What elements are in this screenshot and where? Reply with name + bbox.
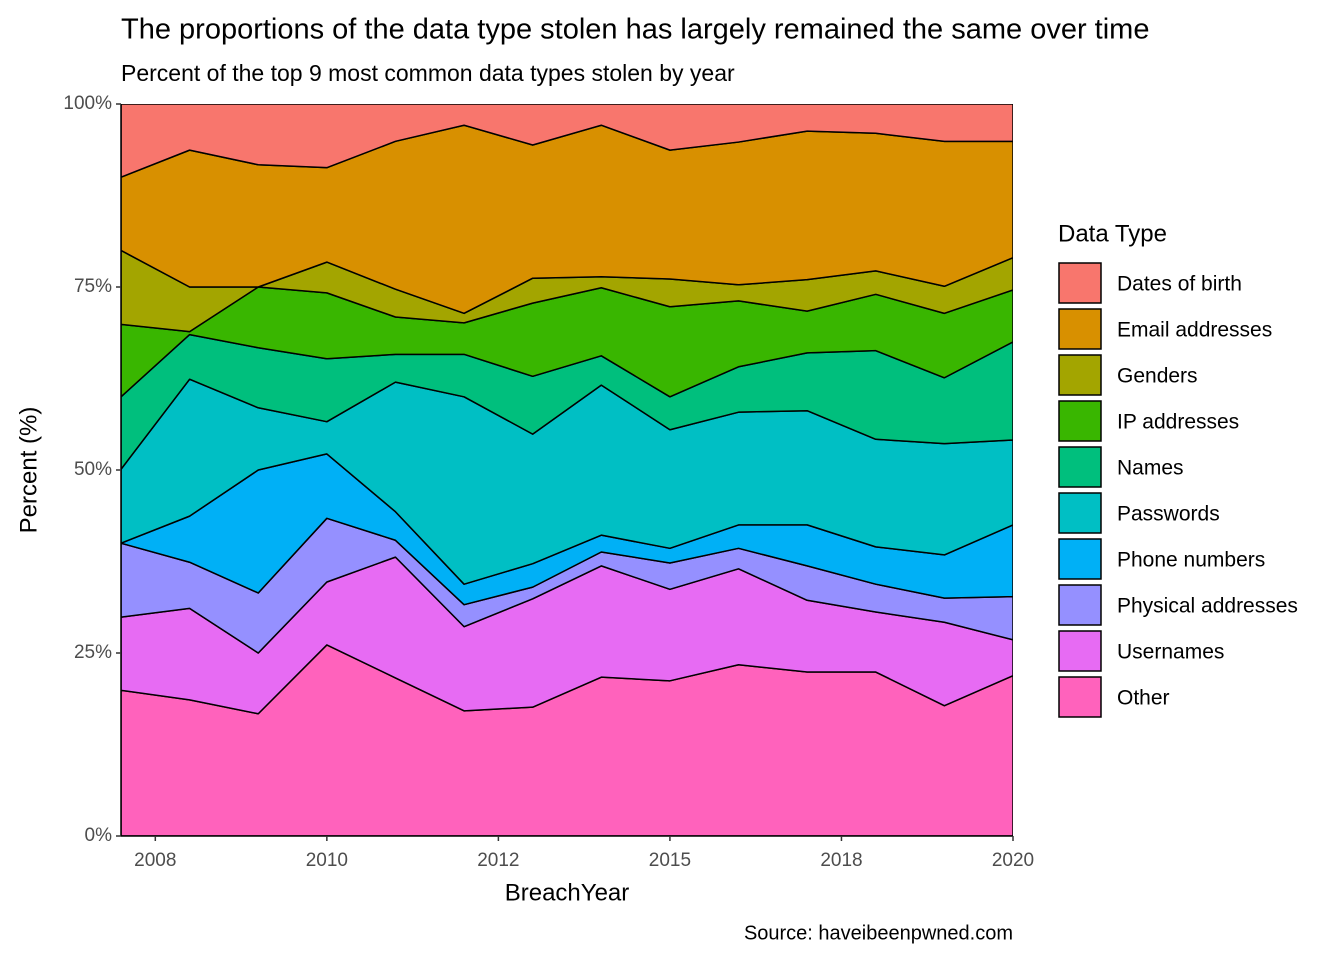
legend-title: Data Type — [1058, 220, 1167, 247]
legend-label: Genders — [1117, 365, 1198, 388]
legend-label: Usernames — [1117, 641, 1224, 664]
x-tick-label: 2012 — [477, 850, 519, 871]
y-tick-label: 25% — [74, 642, 112, 663]
legend-key — [1058, 676, 1102, 718]
y-tick-label: 50% — [74, 459, 112, 480]
legend-key — [1058, 492, 1102, 534]
legend-key — [1058, 630, 1102, 672]
x-tick-label: 2018 — [820, 850, 862, 871]
y-tick-label: 0% — [85, 825, 113, 846]
legend-key — [1058, 308, 1102, 350]
x-tick-label: 2008 — [134, 850, 176, 871]
legend-key — [1058, 446, 1102, 488]
plot-area — [121, 104, 1013, 836]
legend-label: Names — [1117, 457, 1184, 480]
x-tick-label: 2020 — [992, 850, 1034, 871]
x-tick-label: 2010 — [306, 850, 348, 871]
legend-key — [1058, 262, 1102, 304]
chart-subtitle: Percent of the top 9 most common data ty… — [121, 60, 735, 86]
legend-label: Other — [1117, 687, 1170, 710]
legend-label: Phone numbers — [1117, 549, 1265, 572]
y-tick-label: 100% — [63, 93, 112, 114]
area — [121, 104, 1013, 178]
legend-label: IP addresses — [1117, 411, 1239, 434]
y-axis-title: Percent (%) — [15, 407, 42, 534]
legend-key — [1058, 538, 1102, 580]
legend-key — [1058, 584, 1102, 626]
y-tick-label: 75% — [74, 276, 112, 297]
x-tick-label: 2015 — [649, 850, 691, 871]
legend-label: Dates of birth — [1117, 273, 1242, 296]
chart-title: The proportions of the data type stolen … — [121, 14, 1149, 46]
x-axis-title: BreachYear — [505, 879, 630, 906]
legend-key — [1058, 400, 1102, 442]
legend-label: Email addresses — [1117, 319, 1272, 342]
caption: Source: haveibeenpwned.com — [744, 922, 1013, 944]
legend-key — [1058, 354, 1102, 396]
legend-label: Physical addresses — [1117, 595, 1298, 618]
legend-label: Passwords — [1117, 503, 1220, 526]
